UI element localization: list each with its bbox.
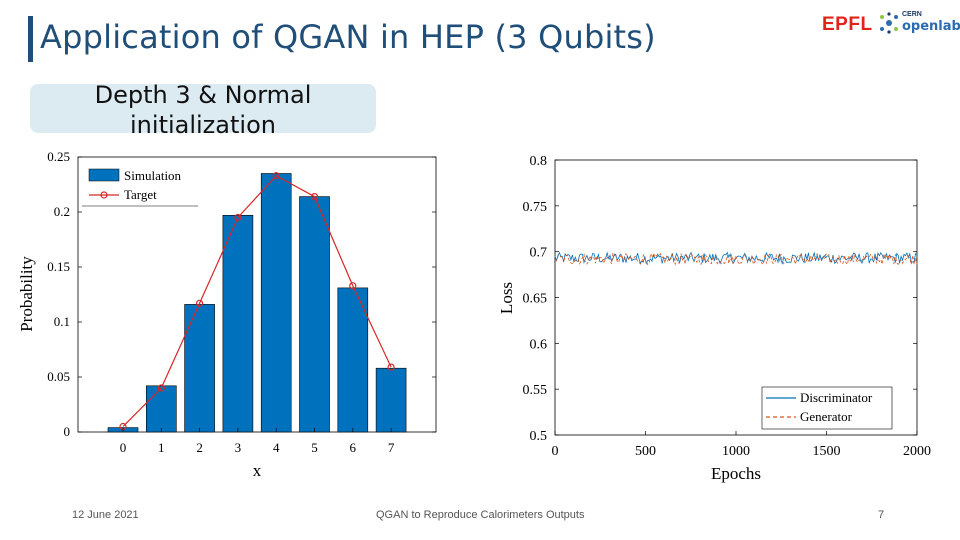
bar-7 [375,367,407,433]
bar-5 [299,196,330,433]
x-tick-label: 4 [273,440,280,455]
slide-title: Application of QGAN in HEP (3 Qubits) [40,18,656,56]
x-tick-label: 6 [350,440,357,455]
footer-date: 12 June 2021 [72,509,139,521]
x-tick-label: 2 [196,440,203,455]
x-tick-label: 3 [235,440,242,455]
openlab-label: openlab [902,19,960,34]
y-tick-label: 0 [64,424,71,439]
target-point-1 [157,384,165,392]
x-tick-label: 5 [311,440,318,455]
subtitle: Depth 3 & Normal initialization [94,81,312,139]
target-point-3 [234,213,242,222]
legend-target-marker [100,191,108,199]
page-number: 7 [878,509,885,521]
y-axis-label: Loss [497,282,516,314]
legend-generator: Generator [800,409,853,424]
x-tick-label: 1000 [722,444,750,459]
y-axis-label: Probability [17,256,36,332]
y-tick-label: 0.2 [54,204,70,219]
y-tick-label: 0.5 [530,429,548,444]
series-generator [554,252,918,266]
x-axis-label: x [253,461,262,480]
x-tick-label: 0 [120,440,127,455]
bar-2 [184,304,215,433]
title-accent-bar [28,16,33,62]
target-point-6 [349,282,357,290]
target-point-4 [272,172,280,180]
target-point-5 [310,192,319,201]
cern-label: CERN [902,11,922,18]
logos: EPFL CERN openlab [818,8,960,44]
x-axis-label: Epochs [711,464,761,483]
target-point-2 [196,299,204,307]
y-tick-label: 0.25 [47,149,70,164]
legend-target: Target [124,187,157,202]
y-tick-label: 0.05 [47,369,70,384]
y-tick-label: 0.7 [530,246,548,261]
y-tick-label: 0.8 [530,154,548,169]
bar-6 [337,287,369,433]
y-tick-label: 0.55 [523,383,548,398]
bar-1 [146,385,177,433]
x-tick-label: 7 [388,440,395,455]
y-tick-label: 0.65 [523,292,548,307]
y-tick-label: 0.6 [530,337,548,352]
legend-discriminator: Discriminator [800,390,873,405]
x-tick-label: 0 [552,444,559,459]
epfl-logo: EPFL [822,14,873,35]
y-tick-label: 0.15 [47,259,70,274]
y-tick-label: 0.1 [54,314,70,329]
x-tick-label: 1500 [813,444,841,459]
legend-bar-swatch [88,168,120,182]
y-tick-label: 0.75 [523,200,548,215]
bar-3 [222,215,254,433]
x-tick-label: 2000 [903,444,931,459]
legend: Discriminator Generator [761,386,893,430]
subtitle-box [30,84,376,133]
legend-simulation: Simulation [124,168,182,183]
target-line [122,174,392,427]
target-point-7 [387,363,395,371]
cern-openlab-icon [880,12,898,34]
loss-chart: 0.5 0.55 0.6 0.65 0.7 0.75 0.8 0 500 1000 1500 2000… [497,154,931,483]
footer-center: QGAN to Reproduce Calorimeters Outputs [376,509,585,521]
x-tick-label: 1 [158,440,165,455]
probability-chart: 0 0.05 0.1 0.15 0.2 0.25 0 1 2 3 4 5 6 7 Probability… [17,149,437,480]
x-tick-label: 500 [635,444,656,459]
bar-4 [260,173,292,433]
legend: Simulation Target [82,161,198,207]
